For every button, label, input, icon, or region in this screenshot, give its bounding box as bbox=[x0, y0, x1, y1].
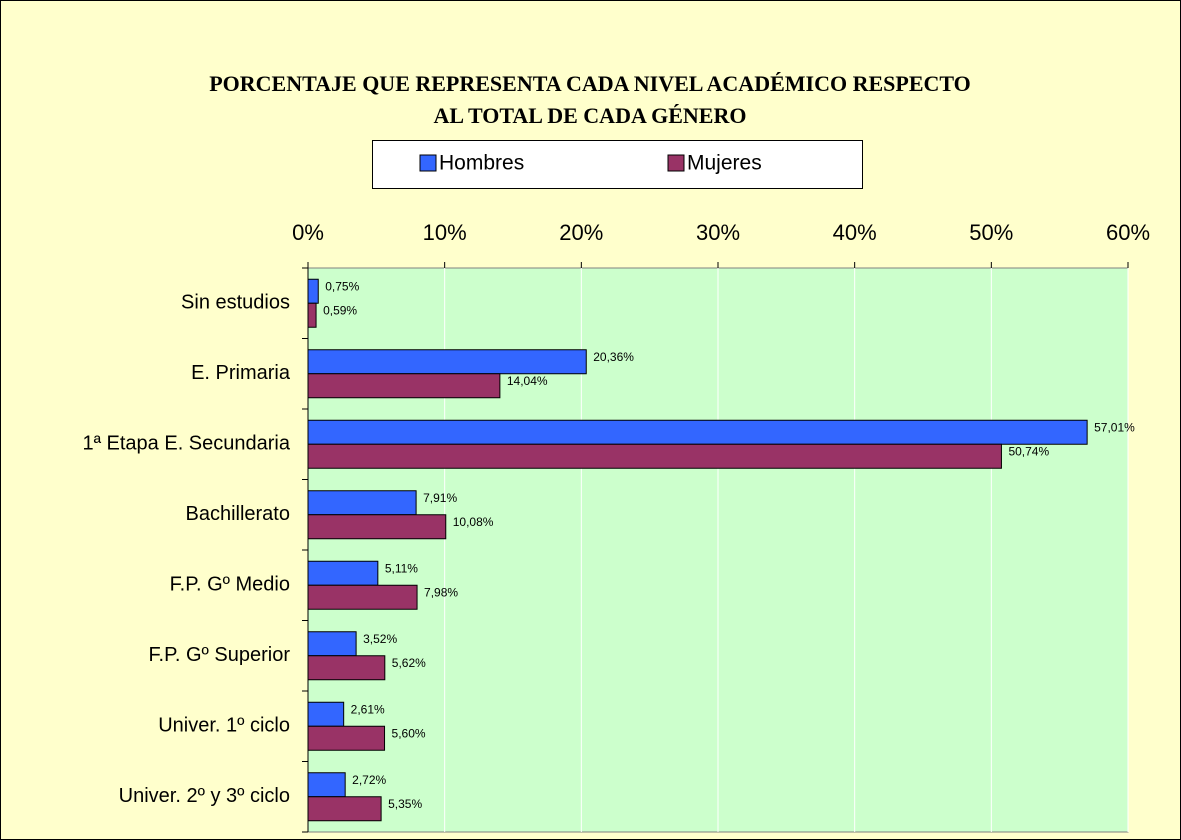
bar bbox=[307, 584, 418, 610]
y-tick-label: F.P. Gº Medio bbox=[170, 574, 290, 596]
x-tick-label: 40% bbox=[833, 220, 877, 245]
y-tick-label: Univer. 2º y 3º ciclo bbox=[119, 785, 290, 807]
y-tick-label: Bachillerato bbox=[185, 503, 290, 525]
x-tick-label: 0% bbox=[292, 220, 324, 245]
chart-title: AL TOTAL DE CADA GÉNERO bbox=[434, 103, 747, 128]
bar bbox=[307, 490, 417, 516]
bar bbox=[307, 349, 587, 375]
legend-swatch bbox=[419, 154, 437, 172]
value-label: 0,59% bbox=[323, 303, 357, 317]
y-tick-label: E. Primaria bbox=[191, 362, 291, 384]
value-label: 7,91% bbox=[423, 491, 457, 505]
value-label: 57,01% bbox=[1094, 420, 1135, 434]
bar bbox=[307, 560, 379, 586]
y-tick-label: Sin estudios bbox=[181, 292, 290, 314]
y-tick-label: Univer. 1º ciclo bbox=[158, 715, 290, 737]
bar bbox=[307, 631, 357, 657]
legend-box bbox=[372, 140, 863, 189]
value-label: 2,72% bbox=[352, 773, 386, 787]
value-label: 5,35% bbox=[388, 797, 422, 811]
bar bbox=[307, 701, 345, 727]
value-label: 10,08% bbox=[453, 515, 494, 529]
bar bbox=[307, 302, 317, 328]
legend-swatch bbox=[667, 154, 685, 172]
bar bbox=[307, 796, 382, 822]
value-label: 2,61% bbox=[351, 702, 385, 716]
bar bbox=[307, 514, 447, 540]
bar bbox=[307, 772, 346, 798]
x-tick-label: 20% bbox=[559, 220, 603, 245]
value-label: 5,60% bbox=[392, 726, 426, 740]
value-label: 3,52% bbox=[363, 632, 397, 646]
y-tick-label: F.P. Gº Superior bbox=[149, 644, 291, 666]
bar bbox=[307, 278, 319, 304]
bar bbox=[307, 443, 1002, 469]
value-label: 5,11% bbox=[385, 561, 418, 575]
legend-label: Hombres bbox=[439, 152, 524, 175]
value-label: 7,98% bbox=[424, 585, 458, 599]
chart-title: PORCENTAJE QUE REPRESENTA CADA NIVEL ACA… bbox=[209, 71, 971, 96]
x-tick-label: 60% bbox=[1106, 220, 1150, 245]
bar bbox=[307, 373, 501, 399]
value-label: 20,36% bbox=[593, 350, 634, 364]
bar bbox=[307, 655, 386, 681]
x-tick-label: 50% bbox=[969, 220, 1013, 245]
legend-label: Mujeres bbox=[687, 152, 762, 175]
y-tick-label: 1ª Etapa E. Secundaria bbox=[82, 433, 290, 455]
bar bbox=[307, 419, 1088, 445]
value-label: 0,75% bbox=[325, 279, 359, 293]
value-label: 5,62% bbox=[392, 656, 426, 670]
x-tick-label: 30% bbox=[696, 220, 740, 245]
value-label: 14,04% bbox=[507, 374, 548, 388]
value-label: 50,74% bbox=[1008, 444, 1049, 458]
x-tick-label: 10% bbox=[423, 220, 467, 245]
bar bbox=[307, 725, 386, 751]
